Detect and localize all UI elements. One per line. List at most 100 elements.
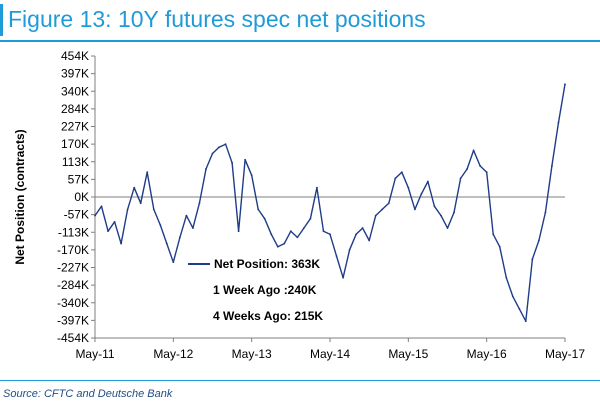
y-tick-label: -454K [57, 331, 89, 345]
plot-area: 454K 397K 340K 284K 227K 170K 113K 57K 0K -57K -11… [13, 49, 585, 361]
x-tick-label: May-14 [310, 347, 350, 361]
data-point [218, 146, 220, 149]
data-point [374, 214, 377, 217]
x-tick-label: May-17 [545, 347, 585, 361]
data-point [198, 202, 201, 205]
y-tick-label: -227K [57, 261, 89, 275]
data-point [440, 214, 442, 217]
data-point [427, 180, 429, 183]
data-point [165, 242, 168, 245]
chart: 454K 397K 340K 284K 227K 170K 113K 57K 0K -57K -11… [13, 49, 585, 361]
data-point [368, 239, 371, 242]
x-tick-label: May-11 [75, 347, 114, 361]
data-point [94, 214, 96, 217]
data-point [472, 149, 475, 152]
y-tick-label: -340K [57, 296, 89, 310]
data-point [139, 202, 142, 205]
data-point [564, 83, 566, 86]
data-point [322, 230, 325, 233]
data-point [192, 227, 194, 229]
data-point [511, 295, 514, 298]
figure-title: Figure 13: 10Y futures spec net position… [8, 6, 426, 32]
data-point [400, 171, 403, 174]
y-tick-label: 397K [61, 67, 89, 81]
data-point [289, 230, 292, 233]
annotation-1: Net Position: 363K [214, 257, 320, 271]
data-point [524, 320, 527, 323]
data-point [185, 214, 188, 217]
y-tick-label: 113K [62, 155, 89, 169]
data-point [100, 205, 103, 208]
data-point [537, 239, 540, 242]
data-point [498, 245, 501, 248]
data-point [263, 217, 266, 220]
data-point [387, 202, 390, 205]
data-point [316, 186, 318, 189]
x-tick-label: May-13 [232, 347, 272, 361]
y-tick-label: 340K [61, 84, 89, 98]
data-point [335, 255, 338, 257]
source-rule [0, 380, 600, 381]
data-point [420, 192, 423, 195]
data-point [224, 143, 227, 146]
data-point [413, 208, 416, 211]
data-point [302, 227, 305, 229]
data-point [276, 245, 279, 248]
data-point [446, 227, 449, 229]
data-point [466, 168, 468, 170]
data-point [342, 276, 344, 279]
y-tick-label: -397K [57, 313, 89, 327]
x-tick-label: May-16 [467, 347, 507, 361]
y-tick-label: 454K [61, 49, 89, 63]
data-point [544, 211, 547, 214]
title-accent-bar [0, 4, 3, 36]
data-point [152, 208, 155, 211]
data-point [492, 233, 495, 236]
data-point [126, 208, 129, 211]
data-point [257, 208, 260, 211]
data-point [120, 242, 123, 245]
data-point [231, 161, 233, 164]
net-position-line [94, 84, 566, 322]
data-point [146, 171, 149, 174]
data-point [348, 248, 351, 251]
data-point [107, 230, 109, 233]
y-tick-label: -113K [58, 225, 89, 239]
data-point [453, 211, 455, 214]
y-tick-label: 170K [61, 137, 89, 151]
data-point [133, 186, 136, 189]
x-tick-label: May-12 [153, 347, 193, 361]
data-point [172, 261, 175, 264]
data-point [244, 158, 247, 161]
data-point [211, 152, 214, 155]
y-tick-label: -57K [64, 208, 89, 222]
data-point [433, 205, 436, 208]
data-point [309, 217, 312, 220]
data-point [459, 177, 462, 180]
data-point [479, 165, 482, 167]
data-point [551, 165, 553, 167]
y-tick-label: 57K [68, 172, 89, 186]
data-point [531, 258, 534, 261]
data-point [270, 233, 273, 236]
data-point [113, 220, 116, 223]
data-point [283, 242, 286, 245]
title-rule [0, 40, 600, 42]
annotation-3: 4 Weeks Ago: 215K [213, 309, 323, 323]
data-point [250, 174, 253, 177]
figure-title-bar: Figure 13: 10Y futures spec net position… [0, 0, 600, 40]
source-note: Source: CFTC and Deutsche Bank [3, 388, 173, 400]
y-tick-label: -170K [57, 243, 89, 257]
annotation-2: 1 Week Ago :240K [213, 283, 317, 297]
y-axis-title: Net Position (contracts) [13, 129, 27, 264]
data-point [505, 276, 508, 279]
data-point [361, 227, 364, 229]
x-tick-label: May-15 [388, 347, 428, 361]
data-point [329, 233, 331, 236]
data-point [557, 121, 560, 124]
data-point [518, 307, 521, 310]
data-point [205, 168, 207, 170]
data-point [355, 233, 358, 236]
data-point [178, 236, 181, 239]
data-point [394, 177, 397, 180]
